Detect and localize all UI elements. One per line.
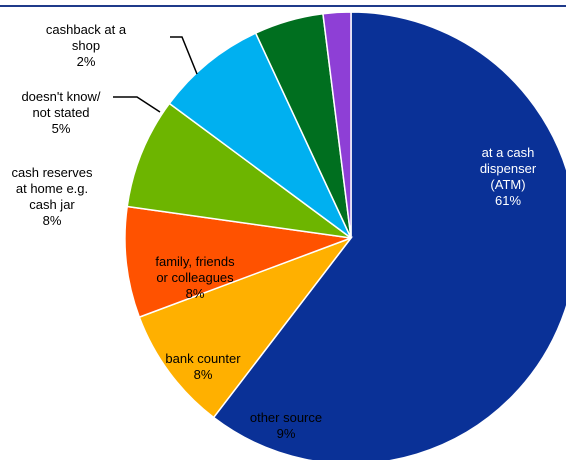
pie-slice-family-friends xyxy=(126,102,352,239)
slice-label-cashback: cashback at a shop 2% xyxy=(46,22,127,69)
slice-label-line: cashback at a xyxy=(46,22,127,37)
slice-label-line: doesn't know/ xyxy=(21,89,100,104)
slice-value-other-source: 9% xyxy=(277,426,296,441)
slice-label-other-source: other source 9% xyxy=(250,410,322,441)
pie-slice-other-source xyxy=(138,236,354,419)
slice-label-line: cash jar xyxy=(29,197,75,212)
slice-label-line: shop xyxy=(72,38,100,53)
pie-slice-bank-counter xyxy=(124,205,352,319)
slice-label-line: bank counter xyxy=(165,351,241,366)
pie-slice-cash-reserves xyxy=(168,32,352,239)
leader-line-cashback xyxy=(170,36,198,75)
slice-label-line: or colleagues xyxy=(156,270,234,285)
slice-label-line: family, friends xyxy=(155,254,235,269)
slice-label-bank-counter: bank counter 8% xyxy=(165,351,241,382)
slice-label-line: other source xyxy=(250,410,322,425)
slice-value-bank-counter: 8% xyxy=(194,367,213,382)
slice-value-family-friends: 8% xyxy=(186,286,205,301)
slice-label-doesnt-know: doesn't know/not stated 5% xyxy=(21,89,100,136)
leader-line-doesnt-know xyxy=(113,96,161,113)
slice-label-line: cash reserves xyxy=(12,165,93,180)
slice-value-cash-reserves: 8% xyxy=(43,213,62,228)
slice-label-line: at home e.g. xyxy=(16,181,88,196)
slice-value-atm: 61% xyxy=(495,193,521,208)
slice-label-line: not stated xyxy=(32,105,89,120)
slice-label-atm: at a cash dispenser (ATM) 61% xyxy=(480,145,537,208)
slice-label-line: dispenser xyxy=(480,161,537,176)
slice-value-doesnt-know: 5% xyxy=(52,121,71,136)
slice-label-line: at a cash xyxy=(482,145,535,160)
slice-value-cashback: 2% xyxy=(77,54,96,69)
slice-label-line: (ATM) xyxy=(490,177,525,192)
slice-label-cash-reserves: cash reserves at home e.g. cash jar 8% xyxy=(12,165,93,228)
top-divider xyxy=(0,5,566,7)
slice-label-family-friends: family, friends or colleagues 8% xyxy=(155,254,235,301)
pie-slice-cashback xyxy=(322,11,352,239)
